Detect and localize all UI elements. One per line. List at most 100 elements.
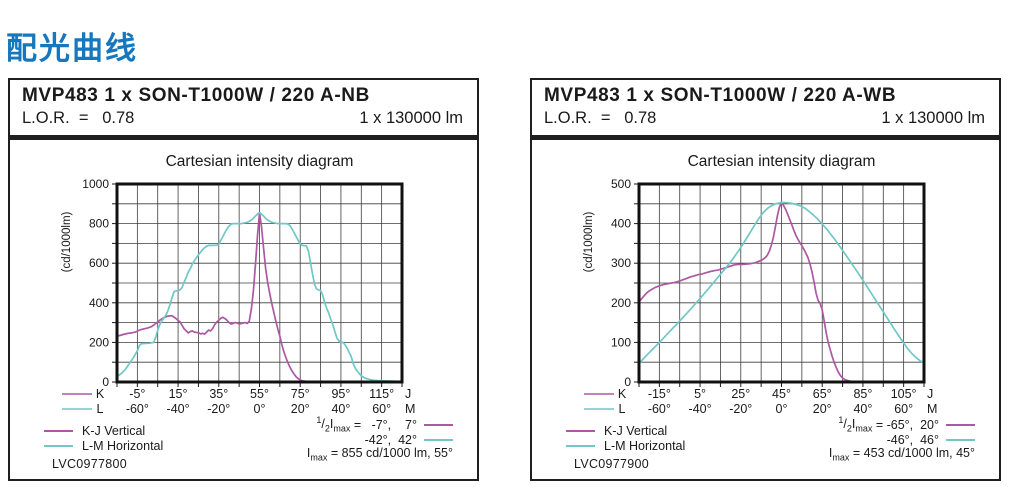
axis-letter-start: L (97, 402, 104, 416)
flux-value: 1 x 130000 lm (359, 109, 463, 127)
y-tick-label: 100 (611, 335, 631, 349)
x-tick-label: 40° (853, 402, 872, 416)
x-tick-label: -20° (207, 402, 230, 416)
vertical-series-dash (424, 423, 453, 426)
vertical-series-swatch (566, 429, 595, 432)
x-tick-label: -40° (167, 402, 190, 416)
panel-body: Cartesian intensity diagram 1000 800 600 40… (10, 140, 477, 484)
y-tick-label: 300 (611, 256, 631, 270)
axis-letter-end: M (927, 402, 937, 416)
lor-value: L.O.R. = 0.78 (22, 109, 135, 127)
y-tick-label: 200 (611, 296, 631, 310)
diagram-code: LVC0977800 (52, 457, 128, 471)
x-tick-label: 40° (331, 402, 350, 416)
flux-value: 1 x 130000 lm (881, 109, 985, 127)
half-imax-horizontal: -42°, 42° (307, 432, 453, 447)
y-tick-label: 0 (624, 375, 631, 389)
y-tick-label: 500 (611, 178, 631, 191)
imax-line: Imax = 453 cd/1000 lm, 45° (828, 446, 975, 463)
x-tick-label: 55° (250, 387, 269, 401)
vertical-series-swatch (44, 429, 73, 432)
axis-letter-start: L (619, 402, 626, 416)
plot-border (115, 182, 404, 384)
half-imax-vertical: 1/2Imax = -7°, 7° (307, 415, 453, 434)
beam-annotations: 1/2Imax = -7°, 7° -42°, 42° Imax = 855 c… (306, 415, 453, 463)
horizontal-series-swatch (566, 444, 595, 447)
beam-annotations: 1/2Imax = -65°, 20° -46°, 46° Imax = 453… (828, 415, 975, 463)
x-tick-label: 20° (813, 402, 832, 416)
panel-header: MVP483 1 x SON-T1000W / 220 A-WB L.O.R. … (532, 80, 999, 140)
x-tick-label: 35° (209, 387, 228, 401)
series-line (117, 211, 402, 382)
x-tick-label: 25° (731, 387, 750, 401)
x-tick-label: 60° (372, 402, 391, 416)
chart-title: Cartesian intensity diagram (165, 153, 354, 170)
series-line (117, 211, 402, 382)
series-line (639, 201, 924, 364)
half-imax-vertical: 1/2Imax = -65°, 20° (829, 415, 975, 434)
x-tick-label: 0° (776, 402, 788, 416)
header-row: L.O.R. = 0.78 1 x 130000 lm (22, 109, 465, 128)
legend-item-horizontal: L-M Horizontal (44, 438, 163, 453)
y-tick-label: 400 (611, 217, 631, 231)
x-tick-label: 15° (169, 387, 188, 401)
cartesian-intensity-chart: 500 400 300 200 100 0 (cd/1000lm) K -15° 5° 25° 45°… (583, 178, 937, 416)
chart-legend: K-J Vertical L-M Horizontal (44, 423, 163, 453)
plot-border (637, 182, 926, 384)
y-tick-label: 200 (89, 335, 109, 349)
x-tick-label: 45° (772, 387, 791, 401)
x-tick-label: -20° (729, 402, 752, 416)
horizontal-series-swatch (44, 444, 73, 447)
legend-label: L-M Horizontal (82, 438, 164, 453)
x-tick-label: -15° (648, 387, 671, 401)
x-tick-label: -5° (129, 387, 145, 401)
photometry-panel-wb: MVP483 1 x SON-T1000W / 220 A-WB L.O.R. … (530, 78, 1001, 481)
horizontal-series-dash (946, 438, 975, 441)
page-title: 配光曲线 (6, 30, 138, 66)
chart-title: Cartesian intensity diagram (687, 153, 876, 170)
cartesian-intensity-chart: 1000 800 600 400 200 0 (cd/1000lm) K -5° 15° 35° 55… (61, 178, 415, 416)
x-tick-label: -40° (689, 402, 712, 416)
lor-value: L.O.R. = 0.78 (544, 109, 657, 127)
panel-header: MVP483 1 x SON-T1000W / 220 A-NB L.O.R. … (10, 80, 477, 140)
diagram-code: LVC0977900 (574, 457, 650, 471)
x-tick-label: 85° (853, 387, 872, 401)
x-tick-label: 95° (331, 387, 350, 401)
axis-letter-start: K (618, 387, 627, 401)
series-line (639, 201, 924, 382)
y-tick-label: 800 (89, 217, 109, 231)
x-tick-label: 20° (291, 402, 310, 416)
horizontal-series-dash (424, 438, 453, 441)
x-tick-label: 60° (894, 402, 913, 416)
product-title: MVP483 1 x SON-T1000W / 220 A-NB (22, 85, 370, 106)
y-axis-title: (cd/1000lm) (61, 211, 73, 272)
axis-letter-end: M (405, 402, 415, 416)
legend-label: K-J Vertical (82, 423, 146, 438)
legend-item-vertical: K-J Vertical (566, 423, 685, 438)
chart-legend: K-J Vertical L-M Horizontal (566, 423, 685, 453)
axis-letter-end: J (405, 387, 411, 401)
half-imax-horizontal: -46°, 46° (829, 432, 975, 447)
panel-body: Cartesian intensity diagram 500 400 300 200… (532, 140, 999, 484)
product-title: MVP483 1 x SON-T1000W / 220 A-WB (544, 85, 897, 106)
axis-letter-start: K (96, 387, 105, 401)
panels-row: MVP483 1 x SON-T1000W / 220 A-NB L.O.R. … (8, 78, 1001, 481)
y-tick-label: 0 (102, 375, 109, 389)
legend-label: L-M Horizontal (604, 438, 686, 453)
x-tick-label: 115° (369, 387, 394, 401)
vertical-series-dash (946, 423, 975, 426)
y-tick-label: 1000 (82, 178, 109, 191)
y-tick-label: 600 (89, 256, 109, 270)
photometry-panel-nb: MVP483 1 x SON-T1000W / 220 A-NB L.O.R. … (8, 78, 479, 481)
x-tick-label: -60° (648, 402, 671, 416)
imax-line: Imax = 855 cd/1000 lm, 55° (306, 446, 453, 463)
x-tick-label: 105° (891, 387, 917, 401)
legend-label: K-J Vertical (604, 423, 668, 438)
x-tick-label: 0° (254, 402, 266, 416)
legend-item-horizontal: L-M Horizontal (566, 438, 685, 453)
axis-letter-end: J (927, 387, 933, 401)
x-tick-label: -60° (126, 402, 149, 416)
y-axis-title: (cd/1000lm) (583, 211, 595, 272)
x-tick-label: 5° (694, 387, 706, 401)
y-tick-label: 400 (89, 296, 109, 310)
